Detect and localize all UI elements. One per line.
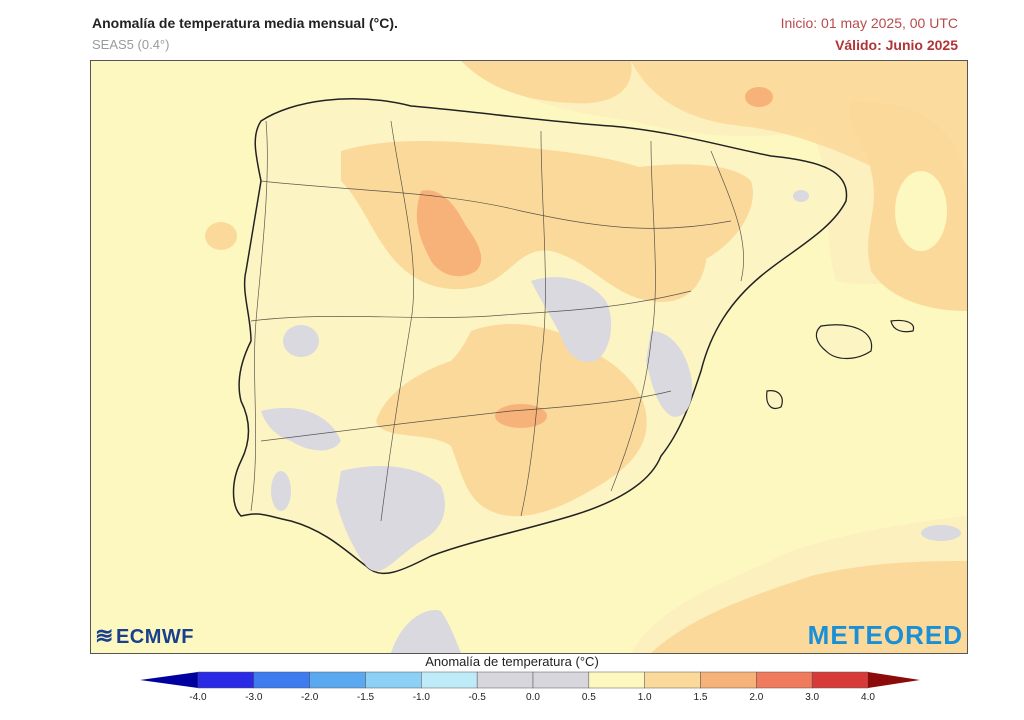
colorbar-ticks: -4.0 -3.0 -2.0 -1.5 -1.0 -0.5 0.0 0.5 1.0 1.5 2.0 3… bbox=[0, 692, 1024, 706]
hot-spot-france bbox=[745, 87, 773, 107]
mallorca bbox=[815, 324, 873, 360]
init-time: Inicio: 01 may 2025, 00 UTC bbox=[780, 15, 958, 31]
map-canvas bbox=[91, 61, 967, 653]
cool-patch-lisbon bbox=[261, 407, 341, 451]
region-borders bbox=[250, 120, 744, 522]
warm-patch-atlantic bbox=[205, 222, 237, 250]
colorbar-tick-label: -1.0 bbox=[412, 692, 430, 703]
cool-patch-madrid bbox=[531, 277, 612, 362]
cool-patch-portugal-center bbox=[283, 325, 319, 357]
hot-patch-castilla bbox=[416, 190, 482, 277]
warm-patch-ebro bbox=[611, 164, 753, 269]
colorbar-tick-label: -0.5 bbox=[468, 692, 486, 703]
cool-patch-andalusia bbox=[336, 466, 445, 572]
colorbar-tick-label: 2.0 bbox=[749, 692, 764, 703]
cool-patch-atlas bbox=[921, 525, 961, 541]
colorbar-segment bbox=[588, 671, 645, 689]
cool-patch-alentejo bbox=[271, 471, 291, 511]
colorbar-segment bbox=[197, 671, 255, 689]
colorbar bbox=[140, 671, 920, 689]
model-subtitle: SEAS5 (0.4°) bbox=[92, 37, 170, 52]
colorbar-title: Anomalía de temperatura (°C) bbox=[425, 654, 599, 669]
colorbar-segment bbox=[644, 671, 701, 689]
ecmwf-logo: ≋ ECMWF bbox=[95, 623, 194, 649]
colorbar-segment bbox=[700, 671, 757, 689]
colorbar-tick-label: 4.0 bbox=[861, 692, 875, 703]
colorbar-tick-label: -1.5 bbox=[356, 692, 375, 703]
ecmwf-icon: ≋ bbox=[95, 623, 114, 648]
colorbar-segment bbox=[756, 671, 813, 689]
warm-patch-france bbox=[631, 61, 967, 212]
colorbar-tick-label: -2.0 bbox=[301, 692, 319, 703]
ecmwf-label: ECMWF bbox=[115, 626, 194, 648]
warm-patch-biscay bbox=[461, 61, 632, 104]
cool-patch-catalonia bbox=[793, 190, 809, 202]
colorbar-right-arrow bbox=[868, 672, 920, 688]
colorbar-segment bbox=[421, 671, 478, 689]
menorca bbox=[890, 319, 915, 333]
colorbar-tick-label: 0.5 bbox=[581, 692, 596, 703]
hot-patch-la-mancha bbox=[495, 404, 547, 428]
colorbar-tick-label: 1.0 bbox=[637, 692, 652, 703]
colorbar-segment bbox=[476, 671, 534, 689]
colorbar-tick-label: 3.0 bbox=[805, 692, 820, 703]
colorbar-left-arrow bbox=[140, 672, 198, 688]
cool-patch-valencia bbox=[646, 331, 693, 417]
cool-patch-morocco bbox=[391, 610, 461, 653]
colorbar-segment bbox=[811, 671, 869, 689]
colorbar-segment bbox=[253, 671, 310, 689]
meteored-logo: METEORED bbox=[807, 620, 963, 650]
colorbar-tick-label: -3.0 bbox=[245, 692, 263, 703]
cool-patch-gulf bbox=[895, 171, 947, 251]
valid-period: Válido: Junio 2025 bbox=[835, 37, 958, 53]
colorbar-segment bbox=[532, 671, 590, 689]
colorbar-tick-label: -4.0 bbox=[189, 692, 207, 703]
warm-patch-africa bbox=[651, 561, 967, 653]
colorbar-tick-label: 0.0 bbox=[526, 692, 540, 703]
colorbar-tick-label: 1.5 bbox=[693, 692, 708, 703]
colorbar-segment bbox=[309, 671, 366, 689]
colorbar-segment bbox=[365, 671, 422, 689]
anomaly-map[interactable]: ≋ ECMWF METEORED bbox=[90, 60, 968, 654]
map-title: Anomalía de temperatura media mensual (°… bbox=[92, 15, 398, 31]
ibiza bbox=[766, 390, 783, 410]
